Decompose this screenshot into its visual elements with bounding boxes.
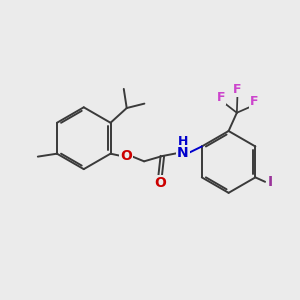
Text: H: H (178, 135, 188, 148)
Text: I: I (268, 175, 273, 189)
Text: O: O (154, 176, 166, 190)
Text: F: F (250, 95, 258, 108)
Text: F: F (217, 91, 226, 104)
Text: N: N (177, 146, 189, 160)
Text: F: F (233, 83, 242, 96)
Text: O: O (120, 149, 132, 163)
